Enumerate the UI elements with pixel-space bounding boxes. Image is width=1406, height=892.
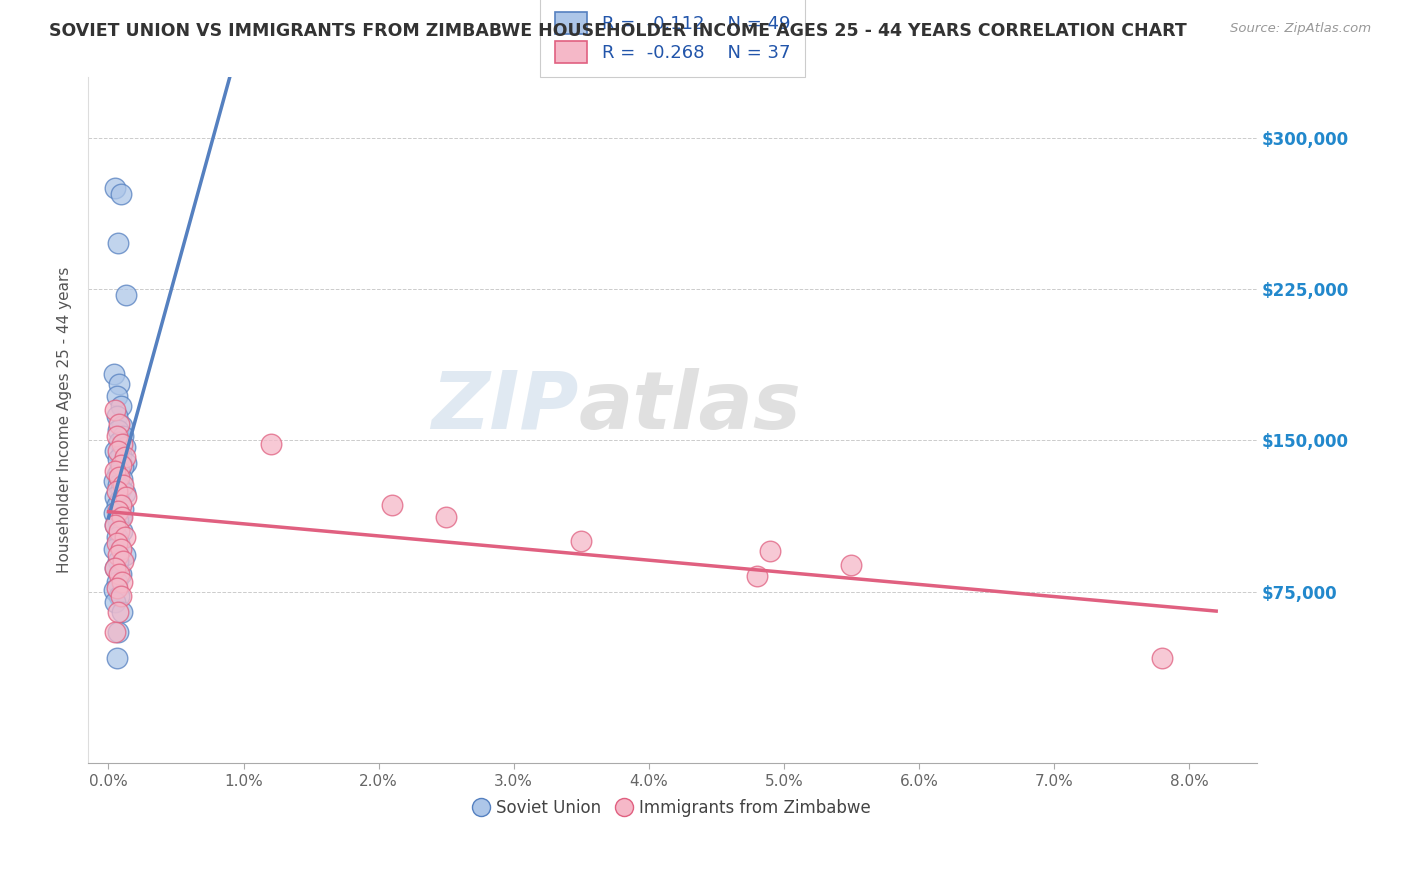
Point [110, 542, 132, 557]
Point [108, 536, 131, 550]
Point [108, 566, 131, 581]
Point [104, 595, 127, 609]
Point [112, 502, 135, 516]
Point [1152, 651, 1174, 665]
Point [114, 440, 136, 454]
Point [107, 504, 129, 518]
Point [108, 417, 131, 432]
Point [104, 464, 127, 478]
Point [115, 288, 138, 302]
Point [105, 483, 128, 498]
Point [107, 235, 129, 250]
Point [381, 498, 404, 512]
Point [259, 437, 281, 451]
Y-axis label: Householder Income Ages 25 - 44 years: Householder Income Ages 25 - 44 years [58, 267, 72, 574]
Point [107, 478, 129, 492]
Point [110, 510, 132, 524]
Point [108, 524, 131, 539]
Point [112, 478, 135, 492]
Point [104, 560, 127, 574]
Point [108, 589, 131, 603]
Point [103, 582, 125, 597]
Point [105, 467, 128, 482]
Point [107, 605, 129, 619]
Point [115, 490, 138, 504]
Point [111, 524, 134, 539]
Point [107, 443, 129, 458]
Point [108, 376, 131, 391]
Point [108, 435, 131, 450]
Point [112, 429, 135, 443]
Point [110, 448, 132, 462]
Point [104, 625, 127, 640]
Point [759, 544, 782, 558]
Point [111, 419, 134, 434]
Point [107, 451, 129, 466]
Point [110, 566, 132, 581]
Point [114, 486, 136, 500]
Point [104, 560, 127, 574]
Point [104, 181, 127, 195]
Point [110, 498, 132, 512]
Point [112, 459, 135, 474]
Text: Source: ZipAtlas.com: Source: ZipAtlas.com [1230, 22, 1371, 36]
Point [111, 605, 134, 619]
Point [103, 367, 125, 381]
Point [110, 399, 132, 413]
Point [107, 549, 129, 563]
Point [110, 482, 132, 496]
Point [111, 437, 134, 451]
Point [104, 518, 127, 533]
Point [111, 574, 134, 589]
Point [103, 542, 125, 557]
Point [105, 530, 128, 544]
Point [105, 651, 128, 665]
Point [569, 534, 592, 549]
Point [107, 625, 129, 640]
Point [105, 429, 128, 443]
Point [103, 474, 125, 488]
Point [434, 510, 457, 524]
Point [108, 464, 131, 478]
Point [104, 518, 127, 533]
Point [107, 423, 129, 437]
Point [104, 443, 127, 458]
Point [105, 389, 128, 403]
Text: SOVIET UNION VS IMMIGRANTS FROM ZIMBABWE HOUSEHOLDER INCOME AGES 25 - 44 YEARS C: SOVIET UNION VS IMMIGRANTS FROM ZIMBABWE… [49, 22, 1187, 40]
Point [745, 568, 768, 582]
Point [114, 549, 136, 563]
Point [114, 530, 136, 544]
Point [111, 510, 134, 524]
Text: ZIP: ZIP [432, 368, 579, 446]
Point [112, 554, 135, 568]
Point [105, 581, 128, 595]
Point [110, 187, 132, 202]
Point [105, 498, 128, 512]
Point [103, 506, 125, 520]
Point [110, 589, 132, 603]
Point [104, 403, 127, 417]
Point [104, 490, 127, 504]
Point [111, 472, 134, 486]
Point [110, 458, 132, 472]
Point [105, 536, 128, 550]
Point [105, 574, 128, 589]
Text: atlas: atlas [579, 368, 801, 446]
Point [107, 514, 129, 528]
Point [108, 494, 131, 508]
Point [108, 469, 131, 483]
Point [114, 450, 136, 464]
Point [107, 554, 129, 568]
Point [841, 558, 863, 573]
Legend: Soviet Union, Immigrants from Zimbabwe: Soviet Union, Immigrants from Zimbabwe [467, 792, 877, 823]
Point [105, 409, 128, 424]
Point [115, 456, 138, 470]
